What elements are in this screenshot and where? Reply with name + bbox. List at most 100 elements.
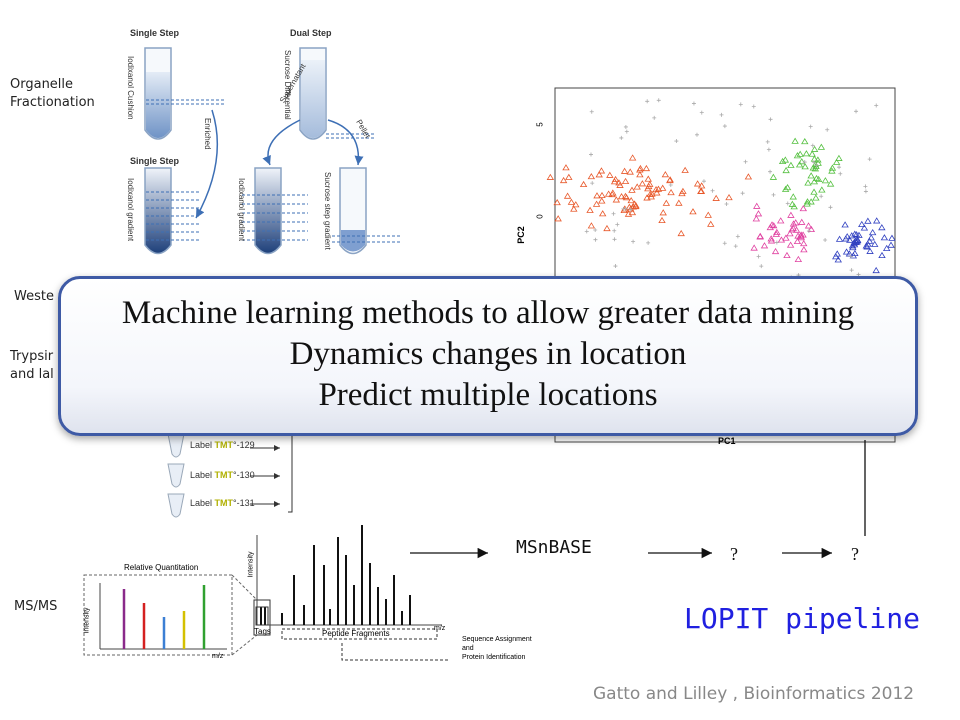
scatter-point (866, 247, 874, 254)
scatter-point-unknown (674, 139, 679, 144)
scatter-point (783, 251, 791, 259)
scatter-point-unknown (848, 254, 853, 259)
scatter-point (769, 222, 778, 229)
scatter-point (787, 211, 795, 218)
tmt-label-129: Label TMT°-129 (190, 440, 255, 450)
scatter-point-unknown (612, 228, 617, 233)
scatter-point-unknown (740, 191, 745, 196)
scatter-point (807, 172, 815, 179)
spectrum-graphic (83, 525, 450, 661)
scatter-point-unknown (668, 182, 673, 187)
scatter-point (767, 237, 776, 244)
scatter-point (807, 225, 816, 233)
scatter-point (808, 150, 816, 157)
scatter-point-unknown (838, 171, 843, 176)
scatter-point-unknown (656, 98, 661, 103)
scatter-point-unknown (611, 211, 616, 216)
scatter-point (814, 156, 822, 163)
scatter-point (842, 248, 851, 255)
scatter-point (677, 229, 685, 237)
pipeline-question-2: ? (851, 544, 859, 564)
scatter-point (783, 183, 792, 191)
scatter-point (553, 198, 561, 206)
scatter-point-unknown (719, 112, 724, 117)
scatter-point (828, 167, 836, 174)
scatter-point (610, 178, 619, 185)
scatter-point (804, 179, 812, 186)
mz-left-label: m/z (212, 653, 224, 660)
scatter-point (789, 224, 797, 232)
scatter-point (756, 233, 764, 240)
single-step-bottom-label: Single Step (130, 156, 180, 166)
scatter-point (791, 137, 799, 144)
scatter-point (598, 191, 606, 199)
scatter-point (834, 256, 842, 263)
iodixanol-gradient-1-label: Iodixanol gradient (126, 178, 135, 242)
scatter-point (617, 193, 626, 200)
scatter-point (790, 203, 798, 210)
scatter-point (812, 174, 821, 182)
scatter-point (579, 180, 588, 188)
scatter-point-unknown (823, 237, 828, 242)
scatter-point (803, 200, 811, 207)
relative-quantitation-label: Relative Quantitation (124, 563, 199, 572)
scatter-point (659, 209, 667, 216)
scatter-point-unknown (802, 160, 807, 165)
scatter-point (678, 189, 686, 197)
scatter-point (693, 180, 702, 187)
scatter-point (812, 194, 820, 201)
scatter-point (868, 228, 877, 236)
scatter-point-unknown (837, 165, 842, 170)
scatter-point (865, 237, 874, 244)
scatter-point-unknown (631, 239, 636, 244)
iodixanol-cushion-label: Iodixanol Cushion (126, 56, 135, 120)
scatter-point-unknown (593, 228, 598, 233)
scatter-point-unknown (771, 192, 776, 197)
pipeline-arrows (410, 440, 866, 559)
scatter-point-unknown (733, 244, 738, 249)
scatter-point (782, 234, 790, 241)
tmt-labelling: Label TMT°-129 Label TMT°-130 Label TMT°… (160, 420, 320, 520)
scatter-point (629, 203, 637, 210)
scatter-point-unknown (785, 201, 790, 206)
intensity-left-label: Intensity (83, 607, 91, 634)
iodixanol-gradient-2-label: Iodixanol gradient (237, 178, 246, 242)
msms-label: MS/MS (14, 599, 58, 614)
scatter-point (777, 217, 785, 224)
scatter-point (826, 180, 835, 187)
scatter-point-unknown (774, 240, 779, 245)
scatter-point (604, 190, 613, 197)
scatter-point-unknown (699, 110, 704, 115)
scatter-point (642, 164, 651, 172)
scatter-point-unknown (735, 234, 740, 239)
scatter-point (725, 193, 733, 201)
scatter-point (786, 230, 794, 237)
callout-line-2: Dynamics changes in location (289, 336, 687, 372)
scatter-point (814, 175, 823, 182)
scatter-point (704, 211, 712, 218)
scatter-point (628, 154, 637, 161)
scatter-point (707, 220, 715, 227)
enriched-label: Enriched (203, 118, 212, 150)
scatter-point-unknown (751, 104, 756, 109)
scatter-point (546, 173, 555, 180)
scatter-point (803, 198, 812, 205)
scatter-point (689, 208, 697, 215)
scatter-point (795, 161, 804, 168)
scatter-point (628, 186, 636, 193)
scatter-point (782, 166, 790, 174)
scatter-point (658, 216, 666, 224)
callout-line-3: Predict multiple locations (318, 377, 658, 413)
scatter-point (666, 176, 674, 184)
scatter-point (661, 171, 670, 178)
scatter-point (768, 221, 776, 228)
scatter-point (788, 226, 796, 233)
scatter-point (771, 247, 780, 255)
scatter-point (828, 164, 837, 171)
scatter-point-unknown (766, 147, 771, 152)
scatter-point (627, 197, 635, 204)
scatter-point-unknown (590, 181, 595, 186)
scatter-point (603, 224, 611, 232)
scatter-point (754, 210, 763, 217)
scatter-point (796, 150, 804, 157)
